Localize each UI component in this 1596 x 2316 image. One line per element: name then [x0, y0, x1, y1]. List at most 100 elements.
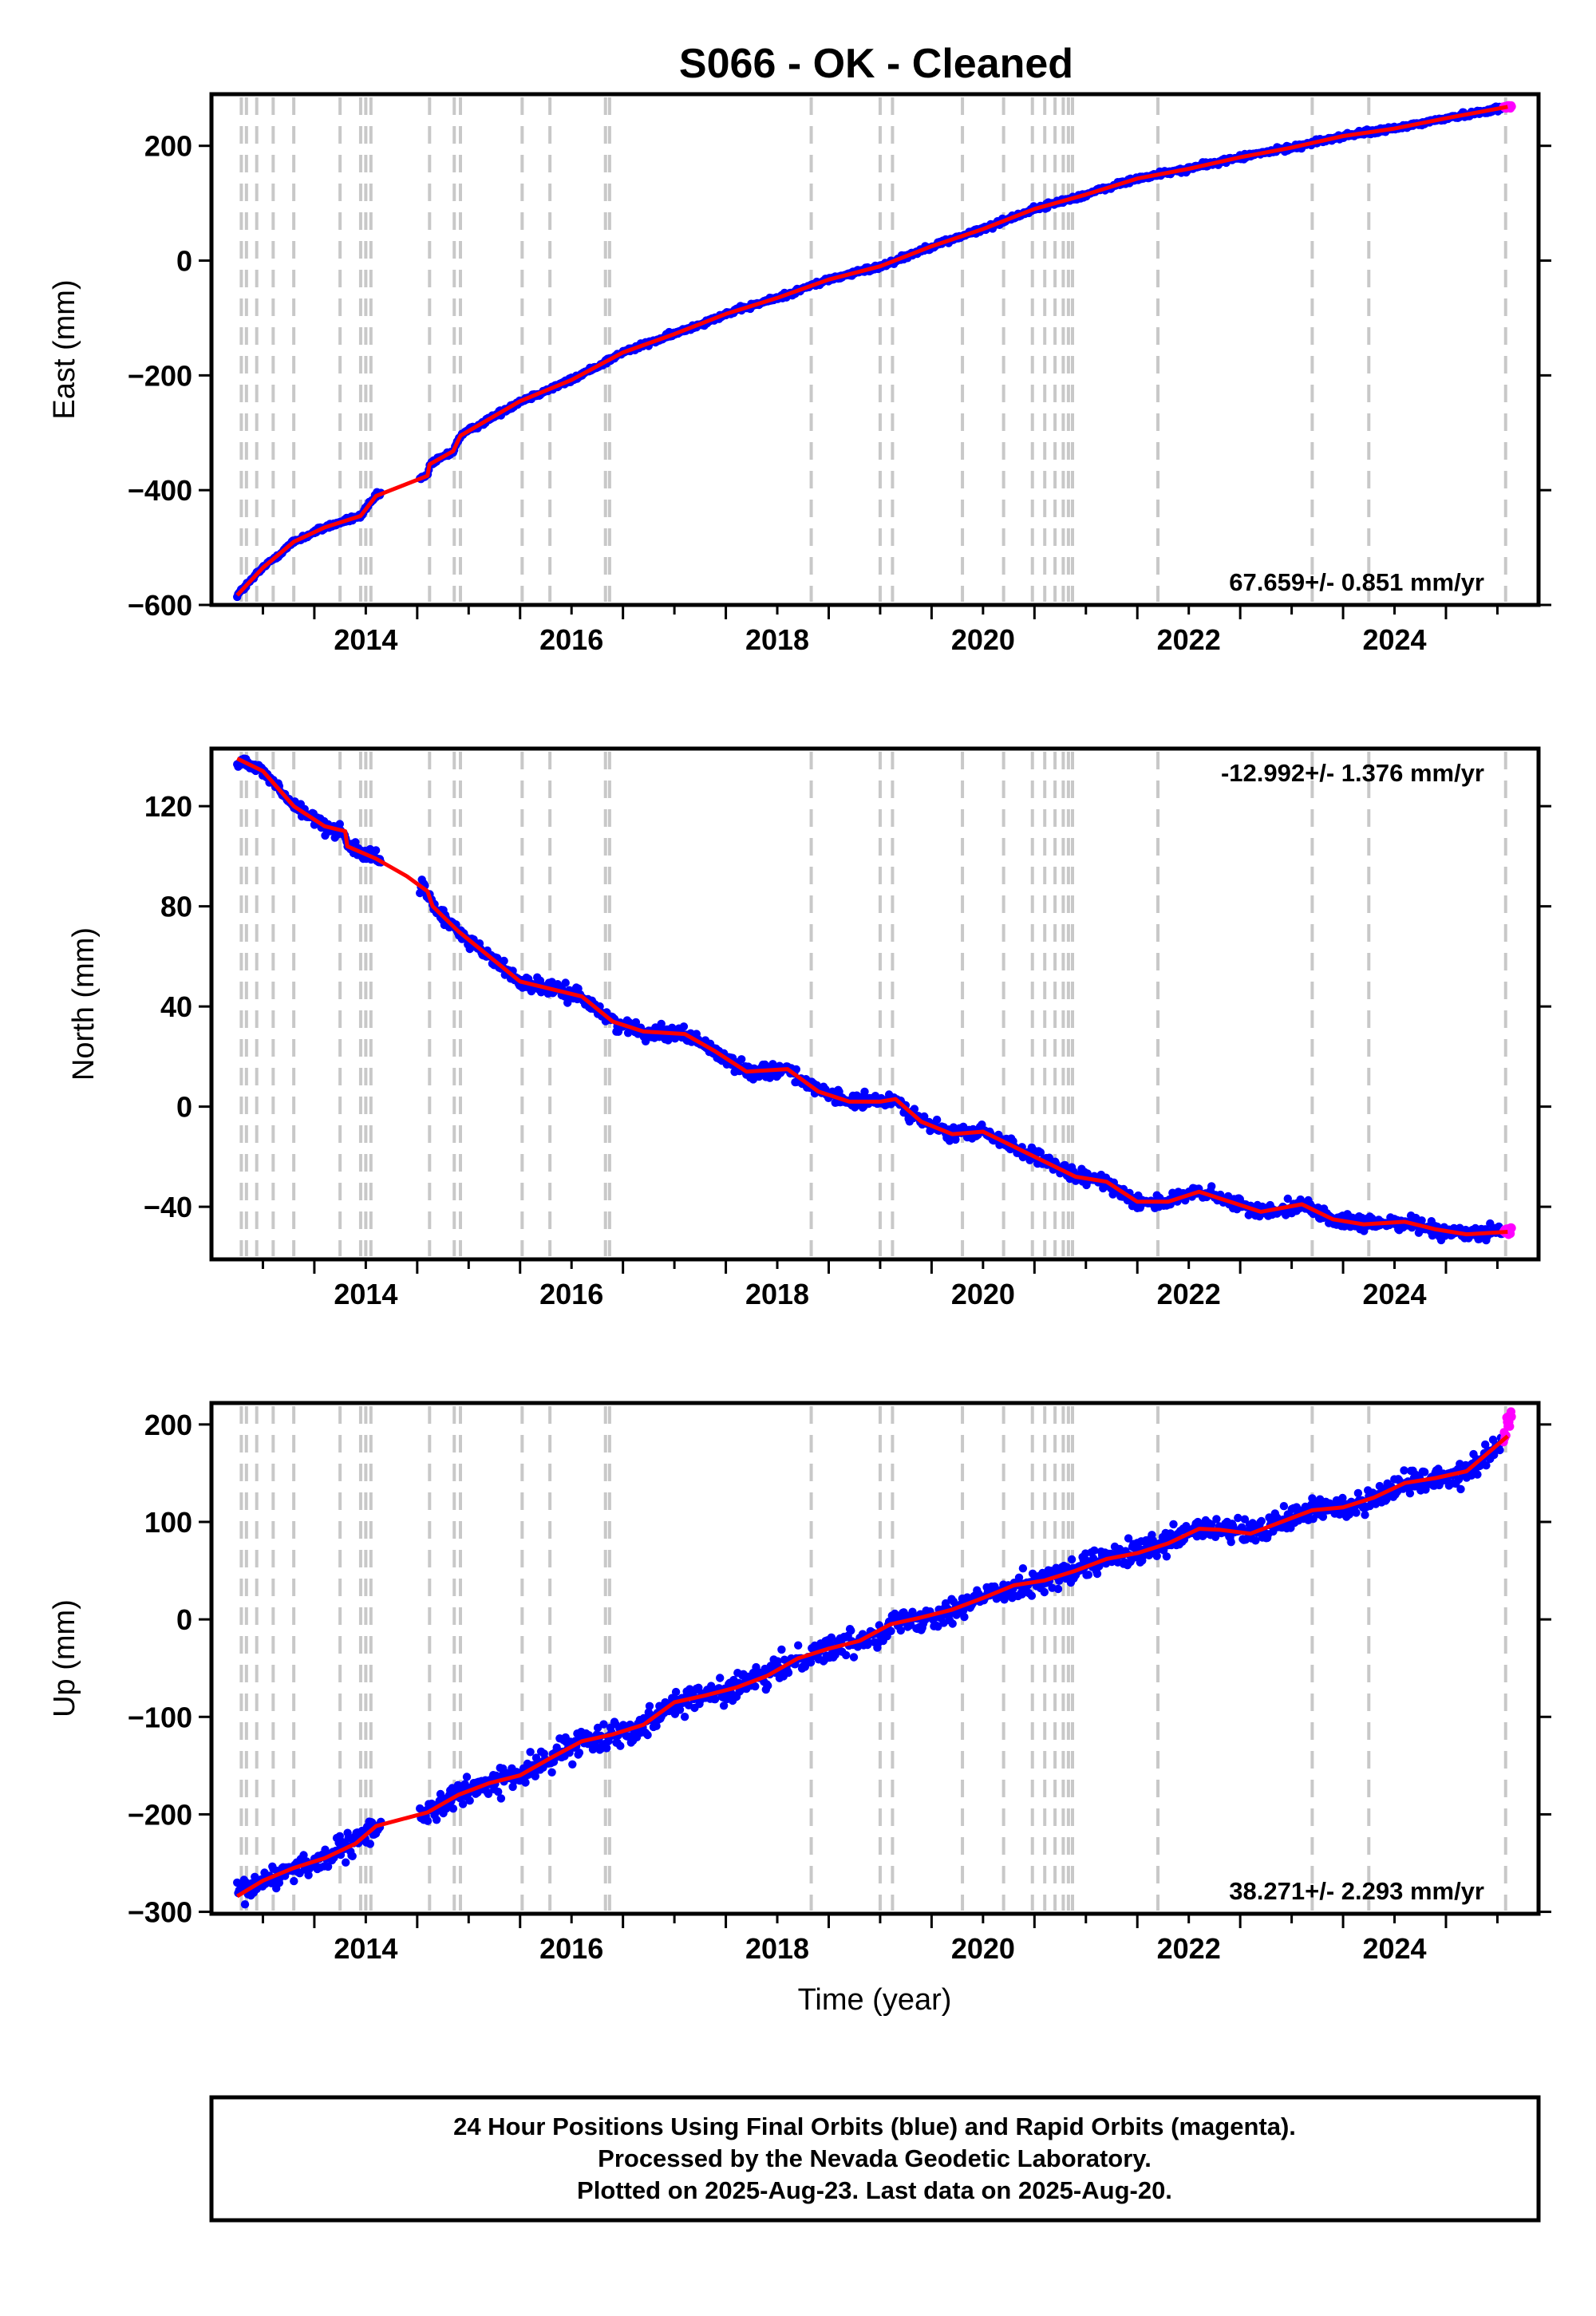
data-point — [932, 1115, 942, 1124]
plot-frame — [209, 92, 1541, 607]
data-point — [716, 1674, 725, 1682]
data-point — [1067, 1555, 1077, 1564]
data-point — [1482, 1461, 1491, 1470]
data-point — [1036, 1148, 1045, 1157]
y-axis-label: North (mm) — [67, 927, 101, 1081]
x-tick-label: 2018 — [745, 1278, 809, 1310]
data-point — [920, 1112, 929, 1121]
data-point — [1169, 1520, 1178, 1529]
data-point — [1090, 1546, 1099, 1555]
data-point — [679, 1022, 689, 1031]
data-point — [794, 1641, 803, 1650]
data-point — [1017, 1590, 1026, 1599]
data-point — [1018, 1564, 1028, 1573]
data-point — [1207, 1182, 1216, 1191]
data-point — [1040, 1587, 1049, 1597]
data-point — [896, 1626, 906, 1635]
data-point — [652, 1721, 661, 1730]
data-point — [1420, 1468, 1429, 1476]
x-tick-label: 2018 — [745, 1932, 809, 1965]
data-point — [299, 1851, 308, 1860]
data-point — [290, 1876, 298, 1886]
data-point — [1227, 1538, 1235, 1547]
data-point — [465, 1796, 474, 1805]
y-tick-label: −400 — [128, 474, 192, 507]
data-point — [1124, 1534, 1133, 1543]
y-tick-label: 0 — [176, 1091, 192, 1124]
data-point — [777, 1645, 786, 1654]
data-point — [934, 1622, 942, 1631]
data-point — [768, 1060, 777, 1069]
x-tick-label: 2014 — [334, 623, 397, 656]
data-point — [563, 998, 572, 1007]
data-point — [1251, 1536, 1260, 1545]
data-point — [458, 1800, 468, 1808]
data-point — [568, 1760, 577, 1769]
data-point — [616, 1741, 625, 1750]
data-point — [948, 1619, 957, 1628]
x-tick-label: 2020 — [951, 1278, 1015, 1310]
data-point — [484, 1789, 493, 1798]
footer-line-2: Processed by the Nevada Geodetic Laborat… — [598, 2144, 1152, 2172]
data-point — [1257, 1516, 1266, 1526]
data-point — [1338, 1493, 1347, 1503]
rapid-point — [1507, 1412, 1516, 1421]
rate-label: -12.992+/- 1.376 mm/yr — [1221, 759, 1484, 787]
rapid-point — [1505, 1421, 1515, 1431]
data-point — [348, 1852, 357, 1860]
x-tick-label: 2016 — [539, 1278, 603, 1310]
data-point — [842, 1650, 851, 1660]
x-tick-label: 2022 — [1157, 623, 1221, 656]
east-panel: 200 0 −200 −400 −600 2014 2016 2018 2020 2022 2024… — [48, 92, 1551, 656]
data-point — [1495, 1445, 1504, 1455]
data-point — [737, 1055, 746, 1064]
data-point — [860, 1087, 869, 1097]
data-point — [531, 1772, 539, 1780]
plot-frame — [209, 1401, 1541, 1916]
data-point — [575, 1749, 584, 1757]
y-tick-label: 0 — [176, 1603, 192, 1636]
x-tick-label: 2024 — [1362, 1932, 1426, 1965]
data-point — [1212, 1515, 1221, 1524]
rate-label: 67.659+/- 0.851 mm/yr — [1229, 568, 1484, 596]
y-tick-label: 120 — [144, 790, 192, 823]
data-point — [496, 1794, 506, 1803]
x-tick-label: 2014 — [334, 1932, 397, 1965]
data-point — [849, 1653, 859, 1662]
y-tick-label: −300 — [128, 1896, 192, 1929]
data-point — [1361, 1511, 1369, 1520]
x-tick-label: 2020 — [951, 623, 1015, 656]
x-tick-label: 2024 — [1362, 623, 1426, 656]
data-point — [1405, 1489, 1415, 1498]
data-point — [547, 1768, 556, 1777]
data-point — [784, 1668, 793, 1678]
y-tick-label: 200 — [144, 130, 192, 163]
data-point — [764, 1682, 772, 1690]
data-point — [462, 1773, 472, 1781]
data-point — [432, 1816, 441, 1824]
data-point — [668, 1023, 677, 1033]
data-point — [1014, 1573, 1024, 1583]
data-point — [521, 1778, 530, 1787]
data-point — [240, 1900, 250, 1909]
y-tick-label: −200 — [128, 359, 192, 392]
y-tick-label: −40 — [144, 1191, 192, 1223]
event-lines — [239, 97, 1507, 602]
y-tick-label: −600 — [128, 589, 192, 622]
footer-line-3: Plotted on 2025-Aug-23. Last data on 202… — [577, 2176, 1172, 2204]
data-point — [1084, 1571, 1093, 1579]
data-point — [887, 1626, 895, 1635]
data-point — [949, 1597, 958, 1607]
rapid-point — [1507, 1223, 1516, 1233]
data-point — [500, 956, 508, 966]
data-point — [304, 1871, 313, 1879]
x-axis-label: Time (year) — [798, 1983, 952, 2017]
data-point — [694, 1683, 703, 1692]
final-orbit-points — [233, 102, 1507, 602]
data-point — [365, 1840, 374, 1848]
data-point — [342, 1858, 350, 1867]
data-point — [643, 1730, 652, 1740]
data-point — [645, 1701, 654, 1710]
model-line — [235, 1434, 1509, 1899]
plot-title: S066 - OK - Cleaned — [679, 41, 1073, 87]
